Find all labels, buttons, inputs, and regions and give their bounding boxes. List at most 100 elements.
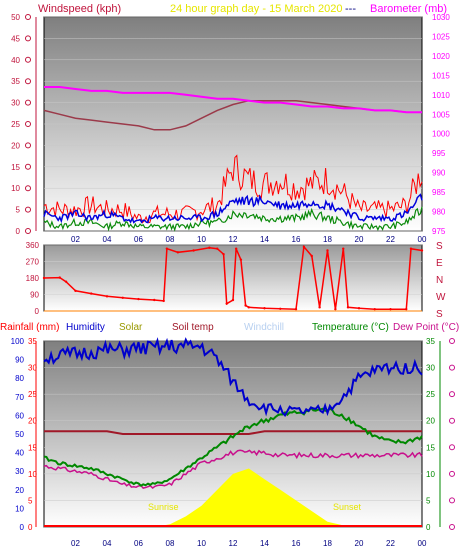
wind-tick-label: 40 bbox=[11, 56, 20, 65]
temp-tick-label: 30 bbox=[426, 364, 435, 373]
baro-tick-label: 985 bbox=[432, 188, 446, 197]
rain-tick-label: 20 bbox=[28, 417, 37, 426]
wind-tick-label: 35 bbox=[11, 77, 20, 86]
direction-tick-label: 180 bbox=[26, 274, 40, 283]
bottom-x-tick-label: 00 bbox=[418, 539, 427, 548]
dewpoint-tick-marker bbox=[449, 391, 455, 398]
baro-tick-label: 990 bbox=[432, 169, 446, 178]
compass-label: N bbox=[436, 275, 443, 286]
wind-tick-label: 15 bbox=[11, 163, 20, 172]
wind-direction-point bbox=[64, 280, 68, 283]
wind-tick-label: 30 bbox=[11, 99, 20, 108]
humidity-tick-label: 40 bbox=[15, 449, 24, 458]
wind-tick-marker bbox=[25, 163, 31, 170]
top-x-tick-label: 02 bbox=[71, 235, 80, 244]
top-x-tick-label: 22 bbox=[386, 235, 395, 244]
humidity-tick-label: 30 bbox=[15, 467, 24, 476]
rain-tick-label: 35 bbox=[28, 337, 37, 346]
bottom-legend: Rainfall (mm) Humidity Solar Soil temp Windc… bbox=[0, 322, 459, 333]
bottom-x-tick-label: 22 bbox=[386, 539, 395, 548]
wind-tick-label: 50 bbox=[11, 13, 20, 22]
temp-tick-label: 25 bbox=[426, 390, 435, 399]
wind-direction-line bbox=[43, 245, 423, 310]
legend-item: Humidity bbox=[66, 322, 105, 333]
dewpoint-tick-marker bbox=[449, 470, 455, 477]
top-x-tick-label: 10 bbox=[197, 235, 206, 244]
sunset-label: Sunset bbox=[333, 502, 362, 512]
avg-wind-series-line bbox=[43, 206, 423, 232]
compass-label: E bbox=[436, 258, 443, 269]
top-x-tick-label: 08 bbox=[166, 235, 175, 244]
bottom-x-tick-label: 08 bbox=[166, 539, 175, 548]
solar-area bbox=[44, 468, 422, 527]
rain-tick-label: 15 bbox=[28, 443, 37, 452]
wind-direction-point bbox=[318, 306, 321, 309]
bottom-x-tick-label: 16 bbox=[292, 539, 301, 548]
top-x-tick-label: 18 bbox=[323, 235, 332, 244]
wind-tick-label: 25 bbox=[11, 120, 20, 129]
bottom-x-tick-label: 06 bbox=[134, 539, 143, 548]
dewpoint-tick-marker bbox=[449, 497, 455, 504]
bottom-x-tick-label: 10 bbox=[197, 539, 206, 548]
gust-series-line bbox=[43, 154, 423, 224]
wind-direction-point bbox=[153, 298, 156, 302]
dewpoint-tick-marker bbox=[449, 364, 455, 371]
dewpoint-tick-marker bbox=[449, 444, 455, 451]
rain-tick-label: 25 bbox=[28, 390, 37, 399]
wind-tick-label: 10 bbox=[11, 184, 20, 193]
wind-direction-point bbox=[176, 251, 180, 254]
chart-title: 24 hour graph day - 15 March 2020 bbox=[170, 3, 342, 15]
humidity-tick-label: 80 bbox=[15, 374, 24, 383]
humidity-tick-label: 90 bbox=[15, 356, 24, 365]
legend-item: Rainfall (mm) bbox=[0, 322, 59, 333]
wind-tick-label: 20 bbox=[11, 141, 20, 150]
temp-humidity-series bbox=[43, 337, 423, 527]
wind-direction-point bbox=[310, 254, 313, 258]
wind-direction-point bbox=[121, 296, 124, 299]
wind-tick-marker bbox=[25, 78, 31, 85]
temp-tick-label: 10 bbox=[426, 470, 435, 479]
wind-direction-point bbox=[216, 247, 219, 250]
wind-direction-point bbox=[420, 249, 424, 252]
humidity-tick-label: 50 bbox=[15, 430, 24, 439]
wind-direction-point bbox=[346, 306, 350, 309]
wind-direction-point bbox=[263, 307, 266, 310]
legend-item: Solar bbox=[119, 322, 143, 333]
humidity-line bbox=[43, 337, 423, 417]
top-x-tick-label: 20 bbox=[355, 235, 364, 244]
wind-tick-marker bbox=[25, 35, 31, 42]
baro-tick-label: 1000 bbox=[432, 130, 450, 139]
compass-label: S bbox=[436, 241, 443, 252]
compass-label: S bbox=[436, 309, 443, 320]
top-x-tick-label: 16 bbox=[292, 235, 301, 244]
baro-tick-label: 995 bbox=[432, 149, 446, 158]
top-x-tick-label: 00 bbox=[418, 235, 427, 244]
windspeed-axis-label: Windspeed (kph) bbox=[38, 3, 121, 15]
wind-direction-point bbox=[334, 307, 337, 311]
wind-direction-point bbox=[105, 295, 109, 298]
wind-tick-marker bbox=[25, 206, 31, 213]
wind-tick-label: 0 bbox=[16, 227, 21, 236]
wind-tick-marker bbox=[25, 14, 31, 20]
wind-direction-point bbox=[90, 292, 93, 295]
barometer-axis-label: Barometer (mb) bbox=[370, 3, 447, 15]
wind-direction-point bbox=[294, 307, 298, 311]
wind-tick-marker bbox=[25, 121, 31, 127]
wind-direction-point bbox=[192, 249, 195, 252]
rain-tick-label: 10 bbox=[28, 470, 37, 479]
wind-baro-axes: 0510152025303540455097598098599099510001… bbox=[11, 13, 450, 244]
wind-direction-point bbox=[74, 289, 77, 293]
wind-direction-point bbox=[247, 306, 250, 309]
humidity-tick-label: 100 bbox=[11, 337, 25, 346]
wind-direction-point bbox=[225, 302, 228, 305]
wind-direction-point bbox=[165, 247, 169, 250]
baro-tick-label: 980 bbox=[432, 208, 446, 217]
dewpoint-tick-marker bbox=[449, 524, 455, 530]
baro-tick-label: 1030 bbox=[432, 13, 450, 22]
wind-direction-point bbox=[342, 247, 345, 250]
wind-tick-marker bbox=[25, 99, 31, 106]
dewpoint-line bbox=[43, 449, 423, 489]
direction-tick-label: 270 bbox=[26, 258, 40, 267]
